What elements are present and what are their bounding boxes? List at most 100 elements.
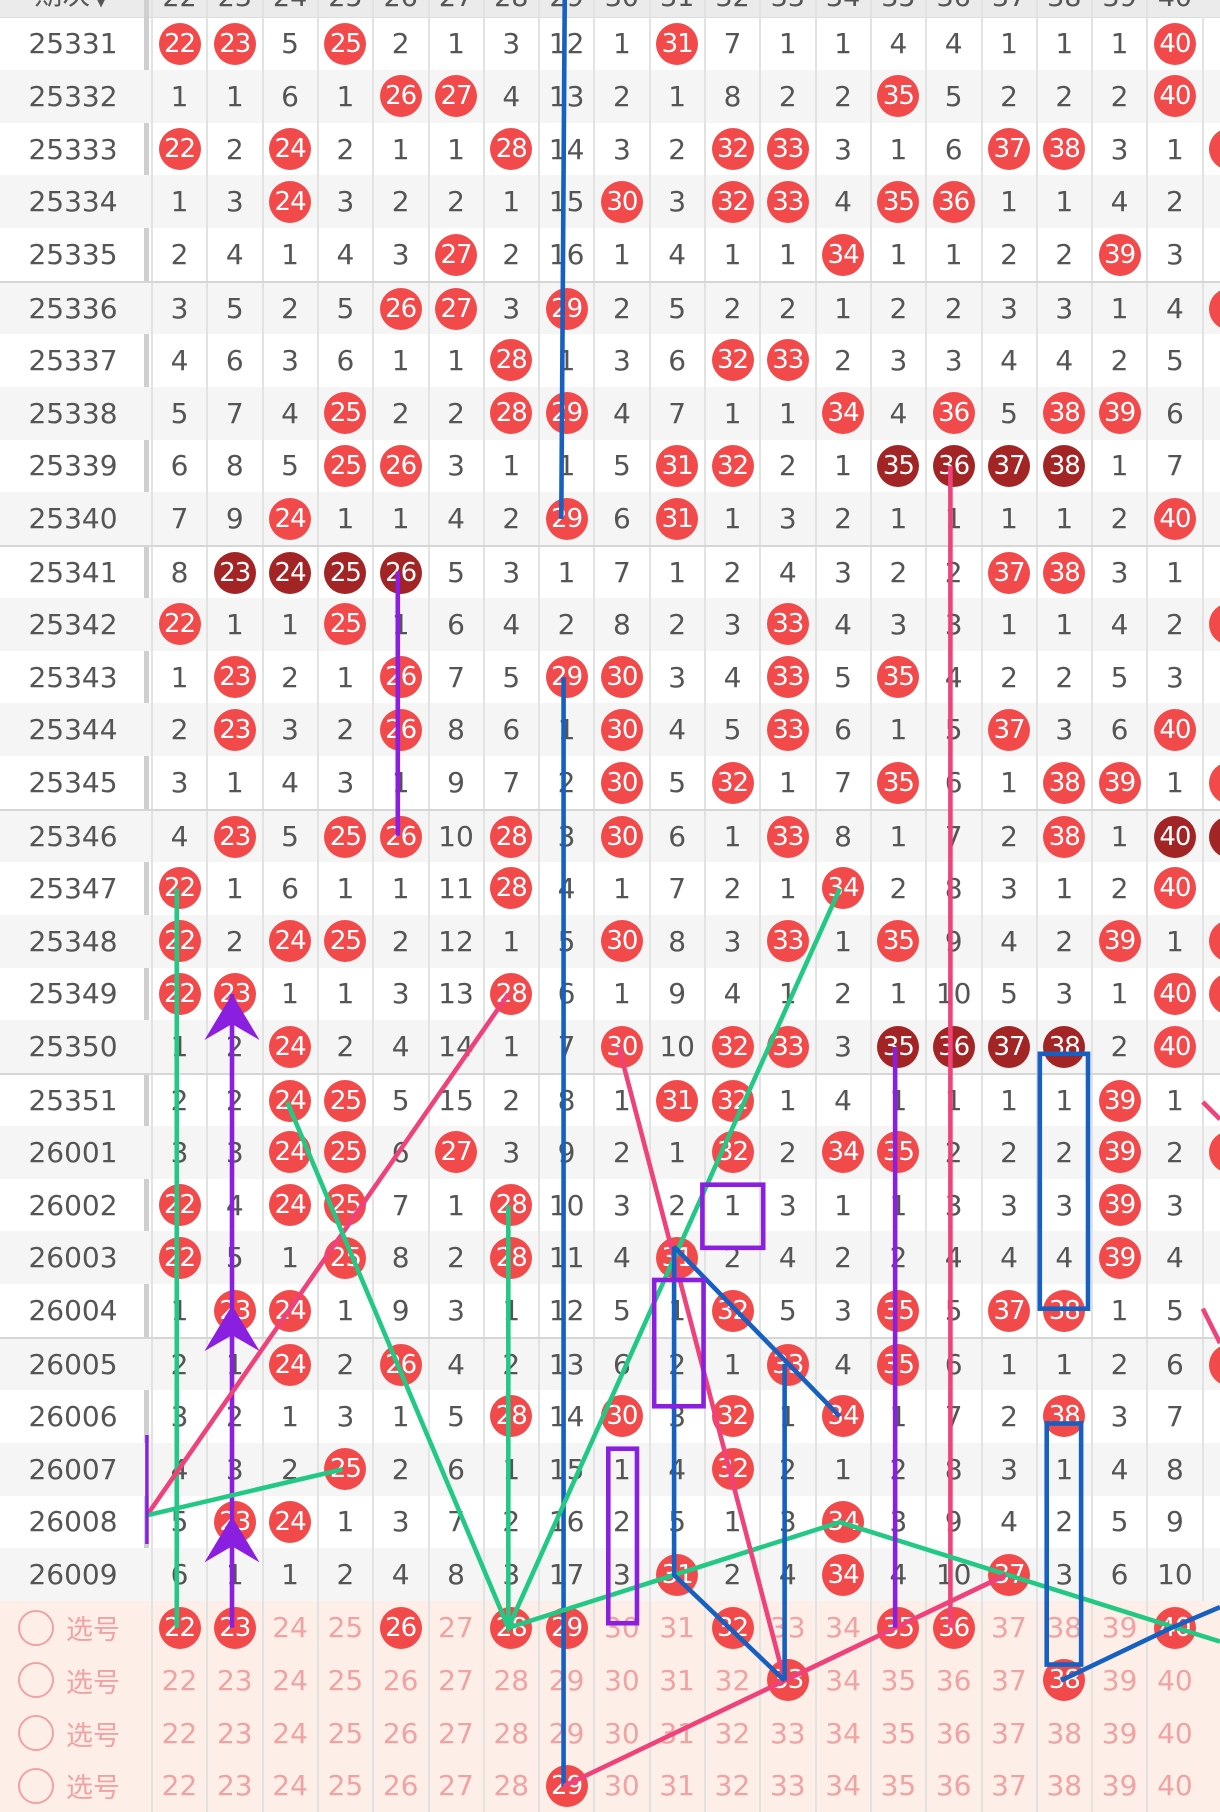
pick-number-29[interactable]: 29 (538, 1601, 593, 1654)
pick-number-25[interactable]: 25 (316, 1601, 372, 1654)
picker-row-toggle[interactable]: 选号 (0, 1654, 146, 1707)
pick-number-31[interactable]: 31 (648, 1601, 704, 1654)
pick-number-25[interactable]: 25 (316, 1653, 372, 1707)
picker-row-toggle[interactable]: 选号 (0, 1707, 146, 1760)
pick-number-26[interactable]: 26 (372, 1759, 427, 1812)
pick-number-22[interactable]: 22 (151, 1759, 206, 1812)
pick-number-34[interactable]: 34 (814, 1653, 870, 1707)
pick-number-37[interactable]: 37 (980, 1653, 1036, 1707)
pick-number-35[interactable]: 35 (869, 1759, 925, 1812)
pick-number-37[interactable]: 37 (980, 1759, 1036, 1812)
pick-number-39[interactable]: 39 (1091, 1706, 1146, 1760)
pick-number-36[interactable]: 36 (925, 1759, 980, 1812)
pick-number-39[interactable]: 39 (1091, 1653, 1146, 1707)
radio-circle-icon[interactable] (18, 1609, 54, 1646)
selected-number-ball[interactable]: 29 (545, 1764, 588, 1807)
radio-circle-icon[interactable] (18, 1715, 54, 1752)
pick-number-30[interactable]: 30 (593, 1653, 648, 1707)
pick-number-27[interactable]: 27 (427, 1706, 483, 1760)
pick-number-25[interactable]: 25 (316, 1759, 372, 1812)
pick-number-40[interactable]: 40 (1146, 1653, 1201, 1707)
pick-number-40[interactable]: 40 (1146, 1601, 1201, 1654)
selected-number-ball[interactable]: 23 (213, 1606, 256, 1649)
selected-number-ball[interactable]: 22 (158, 1606, 201, 1649)
pick-number-31[interactable]: 31 (648, 1653, 704, 1707)
pick-number-33[interactable]: 33 (759, 1601, 814, 1654)
pick-number-31[interactable]: 31 (648, 1706, 704, 1760)
pick-number-30[interactable]: 30 (593, 1601, 648, 1654)
pick-number-23[interactable]: 23 (206, 1706, 261, 1760)
pick-number-36[interactable]: 36 (925, 1653, 980, 1707)
pick-number-32[interactable]: 32 (704, 1706, 759, 1760)
pick-number-34[interactable]: 34 (814, 1601, 870, 1654)
pick-number-35[interactable]: 35 (869, 1706, 925, 1760)
selected-number-ball[interactable]: 28 (490, 1606, 533, 1649)
pick-number-27[interactable]: 27 (427, 1601, 483, 1654)
pick-number-26[interactable]: 26 (372, 1706, 427, 1760)
cell-hit: 27 (427, 283, 483, 334)
pick-number-23[interactable]: 23 (206, 1653, 261, 1707)
pick-number-38[interactable]: 38 (1035, 1706, 1091, 1760)
selected-number-ball[interactable]: 26 (379, 1606, 422, 1649)
picker-row-toggle[interactable]: 选号 (0, 1601, 146, 1654)
pick-number-24[interactable]: 24 (261, 1759, 317, 1812)
pick-number-40[interactable]: 40 (1146, 1706, 1201, 1760)
pick-number-29[interactable]: 29 (538, 1653, 593, 1707)
picker-row-toggle[interactable]: 选号 (0, 1759, 146, 1812)
pick-number-32[interactable]: 32 (704, 1759, 759, 1812)
pick-number-23[interactable]: 23 (206, 1759, 261, 1812)
cell-hit: 36 (925, 175, 980, 229)
pick-number-23[interactable]: 23 (206, 1601, 261, 1654)
pick-number-38[interactable]: 38 (1035, 1601, 1091, 1654)
pick-number-33[interactable]: 33 (759, 1759, 814, 1812)
selected-number-ball[interactable]: 38 (1043, 1659, 1086, 1702)
pick-number-38[interactable]: 38 (1035, 1653, 1091, 1707)
pick-number-33[interactable]: 33 (759, 1653, 814, 1707)
pick-number-26[interactable]: 26 (372, 1601, 427, 1654)
selected-number-ball[interactable]: 29 (545, 1606, 588, 1649)
selected-number-ball[interactable]: 40 (1153, 1606, 1196, 1649)
selected-number-ball[interactable]: 33 (766, 1659, 809, 1702)
pick-number-27[interactable]: 27 (427, 1759, 483, 1812)
pick-number-24[interactable]: 24 (261, 1601, 317, 1654)
pick-number-39[interactable]: 39 (1091, 1601, 1146, 1654)
period-sort-header[interactable]: 期次▼ (0, 0, 146, 17)
pick-number-28[interactable]: 28 (482, 1601, 538, 1654)
selected-number-ball[interactable]: 36 (932, 1606, 975, 1649)
pick-number-34[interactable]: 34 (814, 1759, 870, 1812)
radio-circle-icon[interactable] (18, 1767, 54, 1804)
pick-number-22[interactable]: 22 (151, 1706, 206, 1760)
pick-number-25[interactable]: 25 (316, 1706, 372, 1760)
pick-number-39[interactable]: 39 (1091, 1759, 1146, 1812)
pick-number-34[interactable]: 34 (814, 1706, 870, 1760)
pick-number-30[interactable]: 30 (593, 1759, 648, 1812)
pick-number-28[interactable]: 28 (482, 1653, 538, 1707)
pick-number-24[interactable]: 24 (261, 1653, 317, 1707)
pick-number-36[interactable]: 36 (925, 1706, 980, 1760)
pick-number-37[interactable]: 37 (980, 1706, 1036, 1760)
pick-number-38[interactable]: 38 (1035, 1759, 1091, 1812)
pick-number-27[interactable]: 27 (427, 1653, 483, 1707)
pick-number-28[interactable]: 28 (482, 1706, 538, 1760)
pick-number-32[interactable]: 32 (704, 1601, 759, 1654)
pick-number-29[interactable]: 29 (538, 1706, 593, 1760)
pick-number-32[interactable]: 32 (704, 1653, 759, 1707)
pick-number-30[interactable]: 30 (593, 1706, 648, 1760)
pick-number-22[interactable]: 22 (151, 1601, 206, 1654)
pick-number-37[interactable]: 37 (980, 1601, 1036, 1654)
radio-circle-icon[interactable] (18, 1662, 54, 1699)
pick-number-24[interactable]: 24 (261, 1706, 317, 1760)
pick-number-29[interactable]: 29 (538, 1759, 593, 1812)
pick-number-22[interactable]: 22 (151, 1653, 206, 1707)
selected-number-ball[interactable]: 32 (711, 1606, 754, 1649)
drawn-number-ball: 25 (324, 444, 367, 487)
pick-number-28[interactable]: 28 (482, 1759, 538, 1812)
pick-number-36[interactable]: 36 (925, 1601, 980, 1654)
pick-number-40[interactable]: 40 (1146, 1759, 1201, 1812)
selected-number-ball[interactable]: 35 (877, 1606, 920, 1649)
pick-number-26[interactable]: 26 (372, 1653, 427, 1707)
pick-number-31[interactable]: 31 (648, 1759, 704, 1812)
pick-number-33[interactable]: 33 (759, 1706, 814, 1760)
pick-number-35[interactable]: 35 (869, 1601, 925, 1654)
pick-number-35[interactable]: 35 (869, 1653, 925, 1707)
